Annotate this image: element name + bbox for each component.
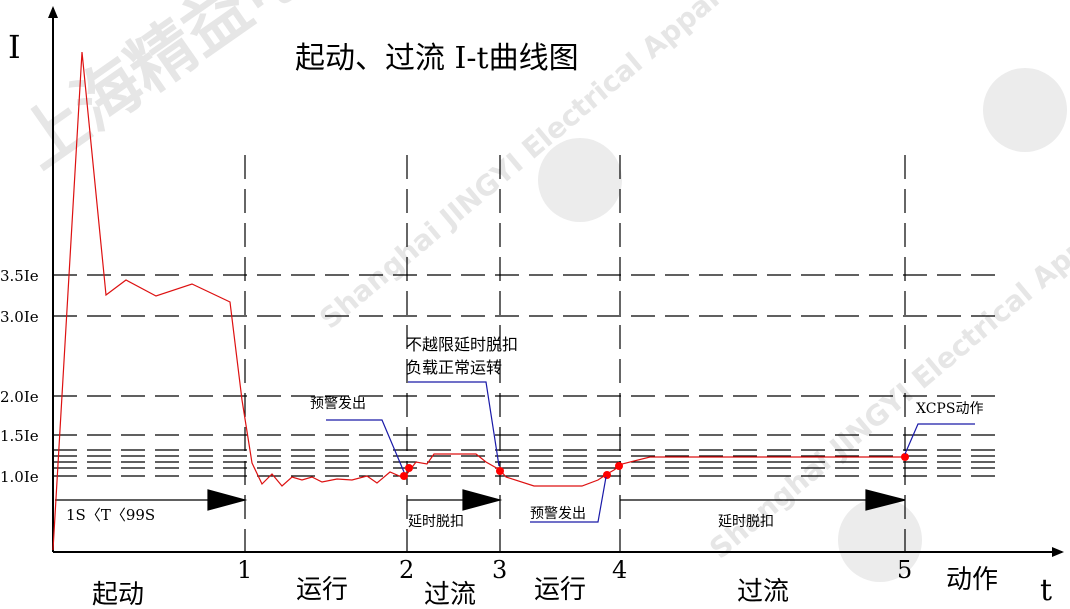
annotation-delay-trip-2: 延时脱扣 [718,514,774,530]
phase-label-start: 起动 [92,580,144,609]
phase-label-overcurrent-2: 过流 [737,577,789,607]
event-point-trip-check [496,467,504,475]
watermark: 上海精益电器厂有限公司 Shanghai JINGYI Electrical A… [4,0,1070,582]
current-curve [52,51,905,551]
y-tick-3.0ie: 3.0Ie [0,308,39,326]
y-axis-label: I [8,28,21,66]
delay-interval-2-arrowhead [865,489,906,511]
event-point-warning-1a [400,472,408,480]
annotation-no-exceed-line2: 负载正常运转 [406,358,502,377]
watermark-logo-1 [538,138,622,222]
watermark-logo-3 [838,498,922,582]
y-tick-labels: 3.5Ie 3.0Ie 2.0Ie 1.5Ie 1.0Ie [0,267,39,486]
leader-no-exceed [408,381,500,467]
leader-lines [326,381,975,523]
phase-label-overcurrent-1: 过流 [424,580,476,609]
delay-interval-1-arrowhead [462,489,503,511]
leader-warning-2 [530,476,607,523]
phase-label-action: 动作 [946,565,998,595]
annotations: 预警发出 不越限延时脱扣 负载正常运转 XCPS动作 1S〈T〈99S 延时脱扣… [66,335,983,530]
x-tick-5: 5 [897,556,912,584]
x-tick-1: 1 [237,556,252,584]
x-tick-4: 4 [612,556,627,584]
annotation-xcps-action: XCPS动作 [916,401,983,417]
leader-warning-1 [326,419,405,473]
x-tick-labels: 1 2 3 4 5 [237,556,912,584]
phase-label-run-2: 运行 [534,575,586,605]
event-point-warning-2a [603,471,611,479]
y-tick-3.5ie: 3.5Ie [0,267,39,285]
phase-label-run-1: 运行 [296,575,348,605]
annotation-no-exceed-line1: 不越限延时脱扣 [406,335,518,354]
event-point-warning-1b [405,464,413,472]
event-point-xcps-action [901,453,909,461]
level-lines [53,274,1005,477]
annotation-start-time: 1S〈T〈99S [66,506,155,524]
x-axis-label: t [1040,573,1052,608]
event-points [400,453,909,480]
annotation-delay-trip-1: 延时脱扣 [408,514,464,530]
event-point-warning-2b [615,462,623,470]
phase-labels: 起动 运行 过流 运行 过流 动作 [92,565,998,609]
annotation-warning-2: 预警发出 [530,506,586,522]
x-tick-3: 3 [492,556,507,584]
interval-arrows [55,489,906,511]
y-tick-2.0ie: 2.0Ie [0,388,39,406]
diagram-title: 起动、过流 I-t曲线图 [295,41,579,76]
annotation-warning-1: 预警发出 [310,396,366,412]
watermark-logo-2 [983,68,1067,152]
y-tick-1.5ie: 1.5Ie [0,427,39,445]
y-tick-1.0ie: 1.0Ie [0,468,39,486]
x-tick-2: 2 [399,556,414,584]
start-interval-arrowhead [207,489,248,511]
leader-xcps-action [904,423,975,455]
